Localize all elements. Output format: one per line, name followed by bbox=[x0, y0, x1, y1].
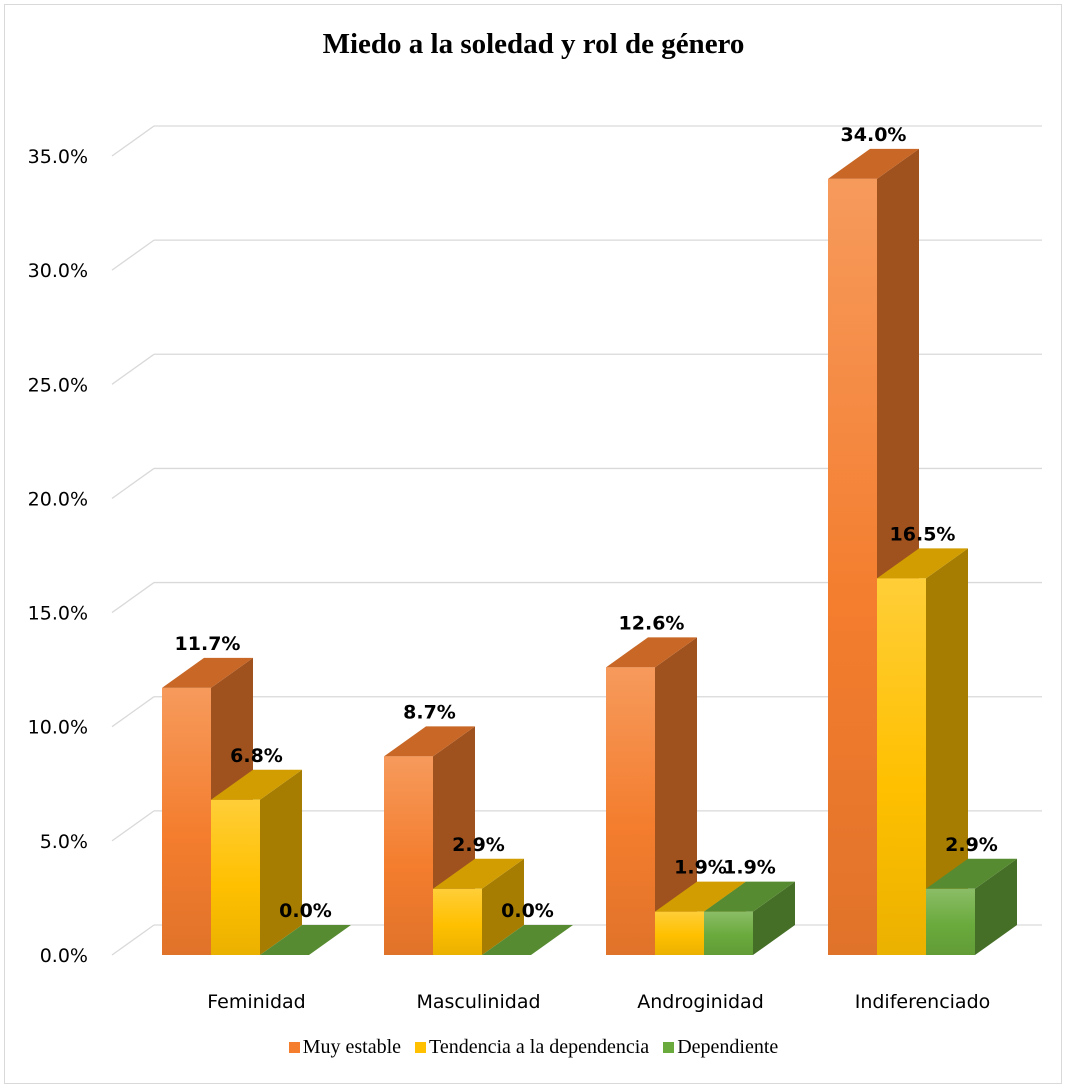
bar-top bbox=[162, 657, 253, 688]
bar-front bbox=[655, 911, 704, 955]
bar-top bbox=[877, 548, 968, 579]
bars bbox=[162, 148, 1017, 956]
data-label: 8.7% bbox=[403, 701, 456, 723]
data-label: 0.0% bbox=[279, 900, 332, 922]
bar bbox=[606, 637, 697, 955]
data-label: 2.9% bbox=[452, 834, 505, 856]
bar-top bbox=[260, 925, 351, 955]
x-tick-label: Feminidad bbox=[207, 991, 305, 1013]
bar-front bbox=[877, 578, 926, 955]
bar-front bbox=[926, 888, 975, 955]
bar-front bbox=[211, 799, 260, 955]
y-tick-label: 15.0% bbox=[28, 603, 88, 625]
bar-side bbox=[753, 881, 795, 955]
bar-top bbox=[655, 881, 746, 912]
y-tick-label: 25.0% bbox=[28, 374, 88, 396]
gridline-depth bbox=[111, 353, 155, 385]
axis-labels: 0.0% 5.0% 10.0% 15.0% 20.0% 25.0% 30.0% 35.0% Fe… bbox=[28, 146, 991, 1013]
gridline-depth bbox=[111, 810, 155, 842]
y-tick-label: 35.0% bbox=[28, 146, 88, 168]
y-tick-label: 30.0% bbox=[28, 260, 88, 282]
bar-side bbox=[926, 548, 968, 955]
legend-item-tendencia: Tendencia a la dependencia bbox=[415, 1036, 649, 1059]
gridline-depth bbox=[111, 696, 155, 728]
bar-top bbox=[211, 769, 302, 800]
bar-top bbox=[433, 858, 524, 889]
legend-swatch bbox=[288, 1042, 300, 1053]
data-label: 16.5% bbox=[890, 523, 956, 545]
bar-side bbox=[482, 858, 524, 955]
bar-front bbox=[384, 756, 433, 955]
data-label: 11.7% bbox=[175, 633, 241, 655]
legend-swatch bbox=[415, 1042, 427, 1053]
gridline-depth bbox=[111, 239, 155, 271]
bar-front bbox=[606, 667, 655, 955]
chart-title: Miedo a la soledad y rol de género bbox=[322, 28, 745, 60]
legend-label: Muy estable bbox=[302, 1036, 402, 1058]
bar bbox=[260, 925, 351, 955]
bar-top bbox=[606, 637, 697, 668]
bar bbox=[877, 548, 968, 955]
bar-side bbox=[975, 858, 1017, 955]
bar bbox=[926, 858, 1017, 955]
bar-top bbox=[926, 858, 1017, 889]
legend: Muy estable Tendencia a la dependencia D… bbox=[0, 1036, 1067, 1059]
legend-swatch bbox=[663, 1042, 675, 1053]
legend-label: Tendencia a la dependencia bbox=[429, 1036, 650, 1058]
bar-top bbox=[828, 148, 919, 179]
data-label: 6.8% bbox=[230, 745, 283, 767]
bar-front bbox=[704, 911, 753, 955]
x-tick-label: Indiferenciado bbox=[855, 991, 991, 1013]
bar-side bbox=[655, 637, 697, 955]
bar bbox=[211, 769, 302, 955]
data-label: 12.6% bbox=[619, 612, 685, 634]
bar-side bbox=[260, 769, 302, 955]
bar-top bbox=[482, 925, 573, 955]
y-tick-label: 20.0% bbox=[28, 488, 88, 510]
y-tick-label: 0.0% bbox=[40, 945, 88, 967]
bar-top bbox=[704, 881, 795, 912]
bar-front bbox=[828, 178, 877, 956]
legend-item-muy-estable: Muy estable bbox=[288, 1036, 402, 1059]
gridline-depth bbox=[111, 924, 155, 956]
bar bbox=[704, 881, 795, 955]
x-tick-label: Masculinidad bbox=[416, 991, 540, 1013]
data-label: 0.0% bbox=[501, 900, 554, 922]
data-label: 2.9% bbox=[945, 834, 998, 856]
bar-front bbox=[433, 888, 482, 955]
data-label: 34.0% bbox=[841, 124, 907, 146]
x-tick-label: Androginidad bbox=[637, 991, 764, 1013]
gridline-depth bbox=[111, 125, 155, 157]
legend-item-dependiente: Dependiente bbox=[663, 1036, 778, 1059]
y-tick-label: 5.0% bbox=[40, 831, 88, 853]
y-tick-label: 10.0% bbox=[28, 717, 88, 739]
bar-front bbox=[162, 687, 211, 955]
data-labels: 11.7% 6.8% 0.0% 8.7% 2.9% 0.0% 12.6% 1.9%1.9% 34… bbox=[175, 124, 998, 922]
bar bbox=[433, 858, 524, 955]
data-label: 1.9% bbox=[723, 857, 776, 879]
data-label: 1.9% bbox=[674, 857, 727, 879]
gridline-depth bbox=[111, 467, 155, 499]
bar-top bbox=[384, 726, 475, 757]
bar bbox=[482, 925, 573, 955]
legend-label: Dependiente bbox=[677, 1036, 779, 1058]
gridline-depth bbox=[111, 582, 155, 614]
